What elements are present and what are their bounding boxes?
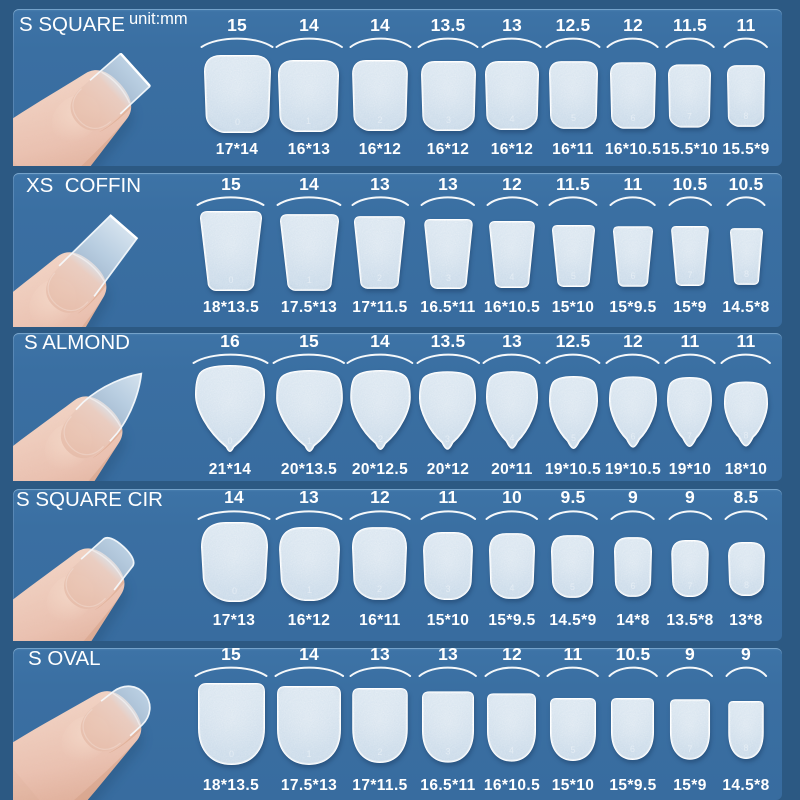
svg-text:2: 2 <box>378 747 383 757</box>
svg-text:1: 1 <box>307 436 312 446</box>
svg-text:6: 6 <box>630 432 635 442</box>
svg-text:5: 5 <box>570 745 575 755</box>
svg-text:8: 8 <box>744 580 749 590</box>
svg-text:7: 7 <box>687 431 692 441</box>
svg-text:4: 4 <box>509 583 514 593</box>
svg-text:4: 4 <box>509 746 514 756</box>
svg-text:3: 3 <box>446 584 451 594</box>
svg-text:3: 3 <box>445 433 450 443</box>
svg-text:8: 8 <box>744 743 749 753</box>
svg-text:4: 4 <box>510 272 515 282</box>
svg-text:2: 2 <box>378 434 383 444</box>
svg-text:7: 7 <box>688 581 693 591</box>
svg-text:3: 3 <box>445 747 450 757</box>
svg-text:0: 0 <box>228 275 233 285</box>
svg-text:1: 1 <box>307 585 312 595</box>
svg-text:0: 0 <box>234 117 239 127</box>
svg-text:1: 1 <box>306 116 311 126</box>
svg-text:0: 0 <box>227 436 232 446</box>
svg-text:7: 7 <box>687 112 692 122</box>
svg-text:5: 5 <box>571 271 576 281</box>
svg-text:3: 3 <box>446 115 451 125</box>
svg-text:8: 8 <box>743 111 748 121</box>
svg-text:7: 7 <box>687 743 692 753</box>
svg-text:0: 0 <box>231 586 236 596</box>
svg-text:8: 8 <box>743 269 748 279</box>
svg-text:6: 6 <box>630 581 635 591</box>
svg-text:2: 2 <box>377 273 382 283</box>
svg-text:6: 6 <box>630 113 635 123</box>
svg-text:8: 8 <box>743 430 748 440</box>
svg-text:4: 4 <box>509 433 514 443</box>
svg-text:6: 6 <box>630 744 635 754</box>
svg-text:4: 4 <box>509 114 514 124</box>
svg-text:2: 2 <box>377 584 382 594</box>
svg-text:5: 5 <box>570 582 575 592</box>
svg-text:6: 6 <box>630 270 635 280</box>
svg-text:7: 7 <box>688 270 693 280</box>
svg-text:0: 0 <box>228 749 233 759</box>
svg-text:1: 1 <box>307 749 312 759</box>
svg-text:2: 2 <box>378 115 383 125</box>
svg-text:1: 1 <box>307 274 312 284</box>
svg-text:5: 5 <box>570 113 575 123</box>
svg-text:3: 3 <box>446 273 451 283</box>
svg-text:5: 5 <box>571 432 576 442</box>
